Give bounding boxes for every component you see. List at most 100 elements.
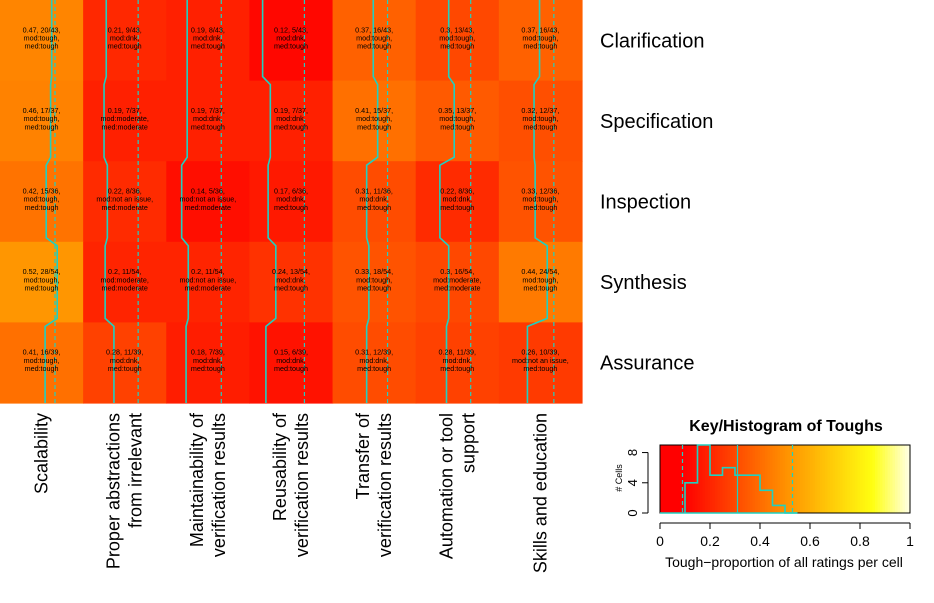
- key-color-swatch: [807, 445, 811, 513]
- key-color-swatch: [802, 445, 806, 513]
- column-label: Maintainability of verification results: [187, 412, 229, 557]
- heatmap-cell: [332, 0, 417, 82]
- row-label: Assurance: [600, 353, 695, 375]
- key-color-swatch: [690, 445, 694, 513]
- key-color-swatch: [837, 445, 841, 513]
- heatmap-cell: [415, 322, 500, 404]
- trace-line: [365, 0, 379, 403]
- key-color-swatch: [697, 445, 701, 513]
- heatmap-cell: [415, 80, 500, 162]
- column-label-line: verification results: [209, 413, 229, 557]
- row-label: Inspection: [600, 192, 691, 214]
- column-label-line: Proper abstractions: [104, 413, 124, 569]
- key-color-swatch: [700, 445, 704, 513]
- cell-label: 0.12, 5/43, mod:dnk, med:tough: [274, 25, 308, 50]
- key-color-swatch: [670, 445, 674, 513]
- heatmap-cell: [83, 80, 167, 162]
- cell-label: 0.26, 10/39, mod:not an issue, med:tough: [512, 348, 569, 373]
- cell-label: 0.21, 9/43, mod:dnk, med:tough: [108, 25, 142, 50]
- heatmap-cell: [332, 80, 417, 162]
- heatmap-cell: [83, 161, 167, 243]
- key-color-swatch: [877, 445, 881, 513]
- row-label: Synthesis: [600, 272, 687, 294]
- column-label-line: Skills and education: [530, 413, 550, 573]
- heatmap-cell: [83, 322, 167, 404]
- key-y-tick-label: 4: [625, 479, 640, 486]
- column-label-line: from irrelevant: [126, 413, 146, 528]
- key-color-swatch: [687, 445, 691, 513]
- key-y-tick-label: 0: [625, 509, 640, 516]
- key-color-swatch: [862, 445, 866, 513]
- heatmap-cell: [166, 80, 251, 162]
- key-color-swatch: [812, 445, 816, 513]
- key-color-swatch: [712, 445, 716, 513]
- column-label: Transfer of verification results: [353, 412, 395, 557]
- key-color-swatch: [825, 445, 829, 513]
- heatmap-cell: [0, 161, 84, 243]
- key-color-swatch: [790, 445, 794, 513]
- key-color-swatch: [717, 445, 721, 513]
- key-x-tick-label: 0.8: [850, 533, 870, 549]
- cell-label: 0.24, 13/54, mod:dnk, med:tough: [272, 267, 310, 292]
- key-color-swatch: [730, 445, 734, 513]
- key-color-swatch: [890, 445, 894, 513]
- key-color-swatch: [815, 445, 819, 513]
- key-color-swatch: [765, 445, 769, 513]
- heatmap-cell: [0, 80, 84, 162]
- key-color-swatch: [905, 445, 909, 513]
- cell-label: 0.35, 13/37, mod:tough, med:tough: [438, 106, 476, 131]
- column-label: Skills and education: [530, 413, 550, 573]
- key-color-swatch: [710, 445, 714, 513]
- key-color-swatch: [672, 445, 676, 513]
- heatmap-cells: [0, 0, 583, 404]
- column-label: Automation or tool support: [436, 413, 478, 559]
- cell-label: 0.19, 7/37, mod:dnk, med:tough: [191, 106, 225, 131]
- heatmap-cell: [332, 161, 417, 243]
- key-color-swatch: [702, 445, 706, 513]
- key-color-swatch: [857, 445, 861, 513]
- key-color-swatch: [692, 445, 696, 513]
- column-label-line: support: [458, 413, 478, 473]
- trace-line: [44, 0, 58, 403]
- key-color-swatch: [762, 445, 766, 513]
- key-color-swatch: [682, 445, 686, 513]
- key-color-swatch: [872, 445, 876, 513]
- heatmap-cell: [498, 0, 583, 82]
- heatmap-cell: [166, 241, 251, 323]
- column-label: Proper abstractions from irrelevant: [104, 413, 146, 569]
- cell-label: 0.19, 7/37, mod:moderate, med:moderate: [101, 106, 149, 131]
- key-color-swatch: [832, 445, 836, 513]
- key-histogram: [660, 444, 798, 514]
- key-color-swatch: [777, 445, 781, 513]
- key-color-swatch: [865, 445, 869, 513]
- key-color-swatch: [822, 445, 826, 513]
- heatmap-cell: [498, 80, 583, 162]
- key-color-swatch: [775, 445, 779, 513]
- key-color-swatch: [785, 445, 789, 513]
- cell-label: 0.15, 6/39, mod:dnk, med:tough: [274, 348, 308, 373]
- key-x-tick-label: 0: [656, 533, 664, 549]
- key-color-swatch: [715, 445, 719, 513]
- cell-label: 0.46, 17/37, mod:tough, med:tough: [23, 106, 61, 131]
- key-color-swatch: [892, 445, 896, 513]
- row-labels: Clarification Specification Inspection Synt…: [600, 30, 713, 374]
- heatmap-cell: [332, 322, 417, 404]
- cell-label: 0.28, 11/39, mod:dnk, med:tough: [106, 348, 143, 373]
- key-color-swatch: [805, 445, 809, 513]
- key-color-swatch: [727, 445, 731, 513]
- key-color-swatch: [845, 445, 849, 513]
- key-color-swatch: [852, 445, 856, 513]
- key-color-swatch: [725, 445, 729, 513]
- key-color-swatch: [787, 445, 791, 513]
- key-color-swatch: [855, 445, 859, 513]
- key-color-swatch: [707, 445, 711, 513]
- key-color-swatch: [887, 445, 891, 513]
- key-color-swatch: [867, 445, 871, 513]
- cell-label: 0.28, 11/39, mod:dnk, med:tough: [439, 348, 476, 373]
- key-color-swatch: [737, 445, 741, 513]
- key-color-swatch: [662, 445, 666, 513]
- cell-label: 0.17, 6/36, mod:dnk, med:tough: [274, 187, 308, 212]
- cell-label: 0.3, 16/54, mod:moderate, med:moderate: [433, 267, 481, 292]
- key-color-swatch: [722, 445, 726, 513]
